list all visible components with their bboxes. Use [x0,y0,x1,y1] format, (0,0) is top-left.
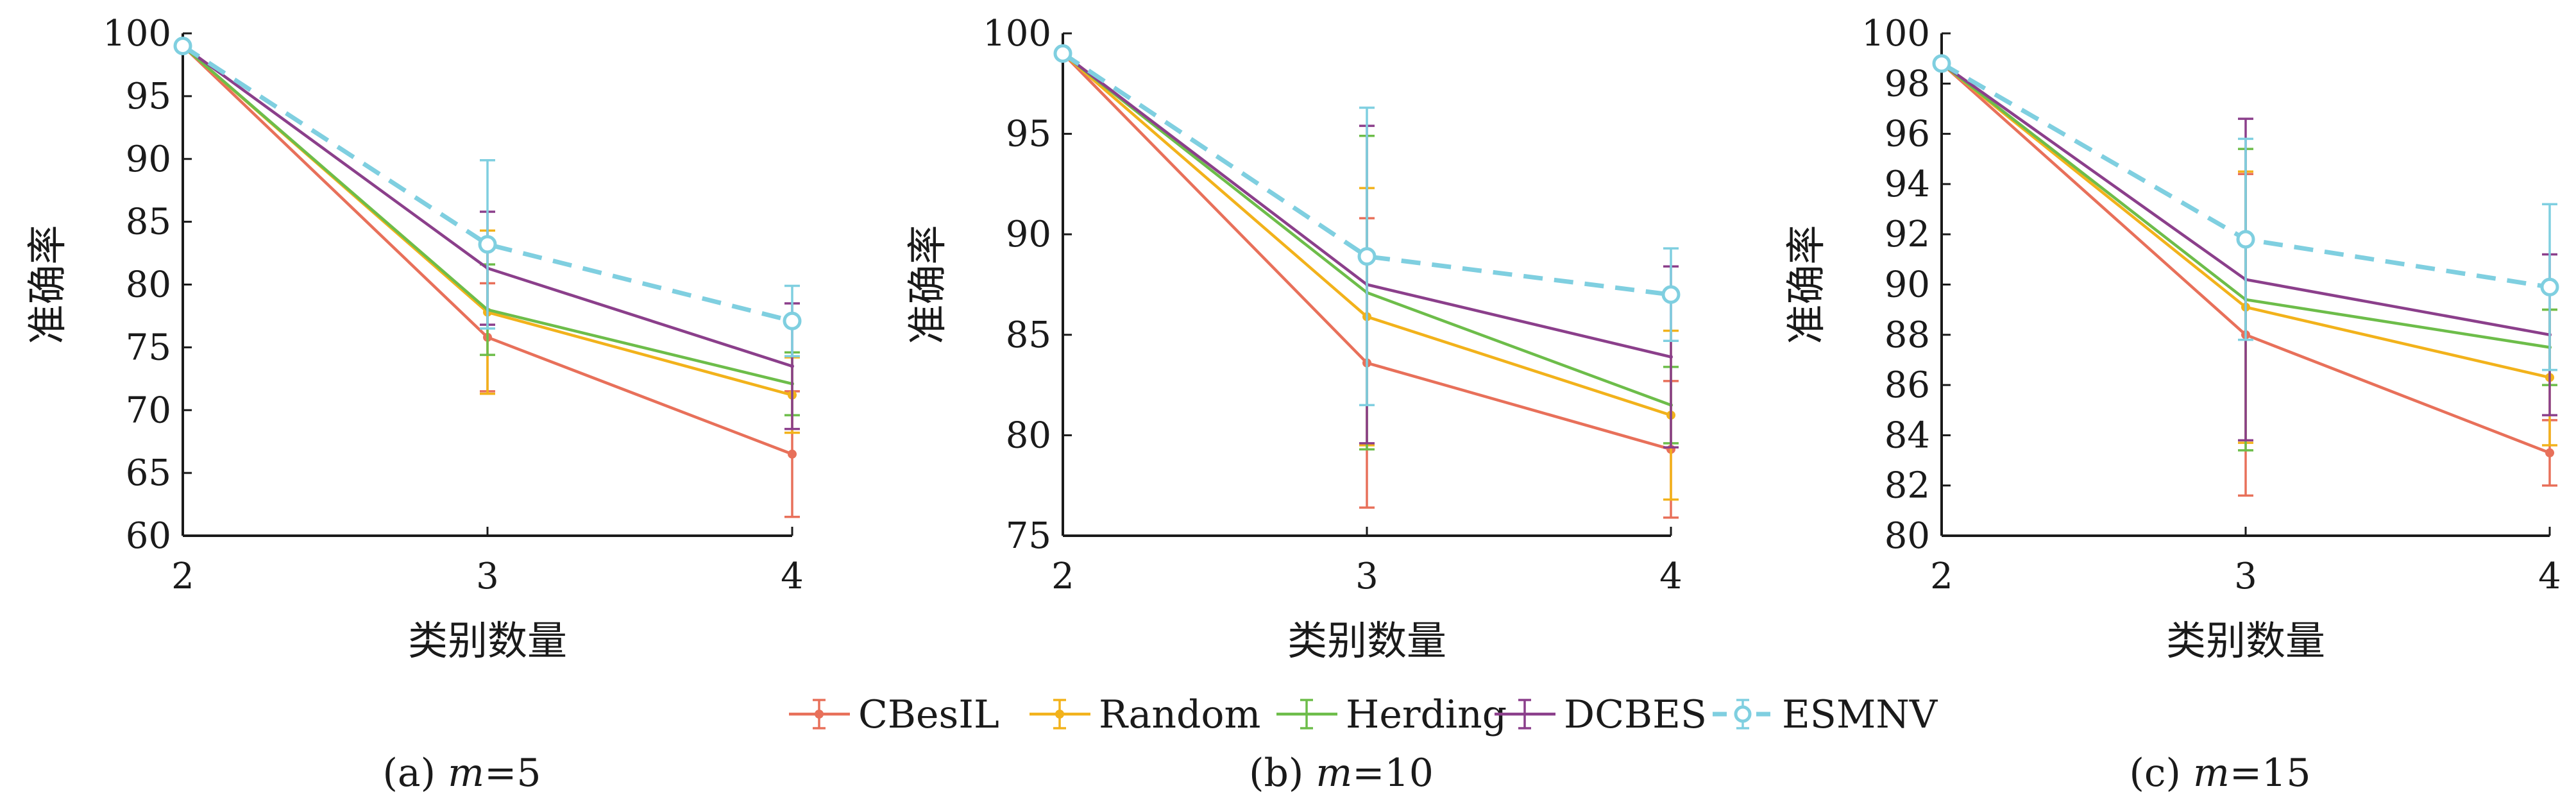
x-tick-label: 2 [171,556,194,597]
y-tick-label: 75 [1006,515,1051,557]
data-point [1357,247,1377,266]
data-point [1053,44,1072,63]
chart-caption: (c) m=15 [2129,751,2310,796]
y-tick-label: 75 [126,327,171,368]
data-point [783,311,802,330]
legend-item-random: Random [1030,692,1260,737]
x-tick-label: 4 [2538,556,2561,597]
series-line-esmnv [1062,51,1672,297]
chart-panel-1: 60 65 70 75 80 85 90 95 100 2 3 4 类别数量 准确率 (a) m=5 [24,13,804,796]
data-point [478,235,497,254]
series-herding [1940,61,2557,452]
y-tick-label: 100 [983,13,1051,55]
data-point [790,364,794,368]
legend-item-herding: Herding [1276,692,1507,737]
x-tick-label: 3 [1355,556,1378,597]
x-axis-label: 类别数量 [408,617,567,664]
x-tick-label: 3 [476,556,499,597]
y-tick-label: 95 [126,76,171,117]
y-axis-label: 准确率 [1783,225,1829,344]
caption-prefix: (a) [382,751,448,796]
y-tick-label: 80 [1006,414,1051,456]
x-tick-label: 3 [2234,556,2257,597]
legend-swatch-marker [815,710,824,719]
legend-label: CBesIL [858,692,999,737]
series-esmnv [173,37,802,357]
legend-swatch-marker [1734,705,1752,723]
y-tick-label: 95 [1006,114,1051,155]
legend-label: ESMNV [1782,692,1938,737]
data-point [1932,54,1951,73]
series-random [1058,49,1679,501]
y-tick-label: 60 [126,515,171,557]
y-tick-label: 65 [126,452,171,494]
y-tick-label: 96 [1885,114,1930,155]
y-tick-label: 84 [1885,414,1930,456]
y-tick-label: 70 [126,389,171,431]
y-tick-label: 90 [126,139,171,180]
y-tick-label: 90 [1885,264,1930,306]
caption-prefix: (b) [1249,751,1316,796]
legend-label: Random [1099,692,1260,737]
chart-panel-3: 80 82 84 86 88 90 92 94 96 98 100 2 3 4 类别数量 准确率 (c) m=1… [1783,13,2561,796]
data-point [1669,355,1673,359]
caption-value: =15 [2230,751,2311,796]
x-tick-label: 4 [1659,556,1682,597]
series-cbesil [1937,58,2557,497]
y-tick-label: 80 [1885,515,1930,557]
caption-value: =5 [484,751,541,796]
data-point [2545,448,2554,457]
legend-label: Herding [1346,692,1507,737]
y-tick-label: 82 [1885,465,1930,507]
data-point [788,449,797,459]
y-tick-label: 100 [1861,13,1930,55]
data-point [2236,230,2255,249]
series-line-esmnv [182,44,793,323]
legend-item-dcbes: DCBES [1495,692,1707,737]
y-tick-label: 90 [1006,214,1051,255]
chart-caption: (a) m=5 [382,751,541,796]
data-point [173,37,192,56]
data-point [1661,285,1681,304]
legend-swatch-marker [1055,710,1064,719]
y-tick-label: 88 [1885,314,1930,356]
legend: CBesIL Random Herding DCBES ESMNV [789,692,1938,737]
data-point [2540,277,2559,296]
legend-item-esmnv: ESMNV [1713,692,1938,737]
caption-m: m [2193,751,2230,796]
y-tick-label: 80 [126,264,171,306]
legend-item-cbesil: CBesIL [789,692,999,737]
x-tick-label: 2 [1930,556,1953,597]
series-esmnv [1053,44,1681,407]
y-tick-label: 98 [1885,63,1930,105]
y-tick-label: 85 [1006,314,1051,356]
y-tick-label: 94 [1885,164,1930,205]
series-cbesil [178,41,800,518]
series-esmnv [1932,54,2559,371]
x-tick-label: 4 [781,556,804,597]
caption-m: m [1316,751,1352,796]
caption-value: =10 [1352,751,1434,796]
chart-caption: (b) m=10 [1249,751,1434,796]
y-tick-label: 92 [1885,214,1930,255]
y-tick-label: 100 [103,13,171,55]
caption-prefix: (c) [2129,751,2193,796]
x-axis-label: 类别数量 [1287,617,1446,664]
y-axis-label: 准确率 [24,225,71,344]
x-tick-label: 2 [1051,556,1074,597]
chart-panel-2: 75 80 85 90 95 100 2 3 4 类别数量 准确率 (b) m=10 [904,13,1682,796]
y-tick-label: 86 [1885,364,1930,406]
y-axis-label: 准确率 [904,225,951,344]
caption-m: m [448,751,484,796]
x-axis-label: 类别数量 [2166,617,2325,664]
y-tick-label: 85 [126,201,171,243]
legend-label: DCBES [1564,692,1707,737]
